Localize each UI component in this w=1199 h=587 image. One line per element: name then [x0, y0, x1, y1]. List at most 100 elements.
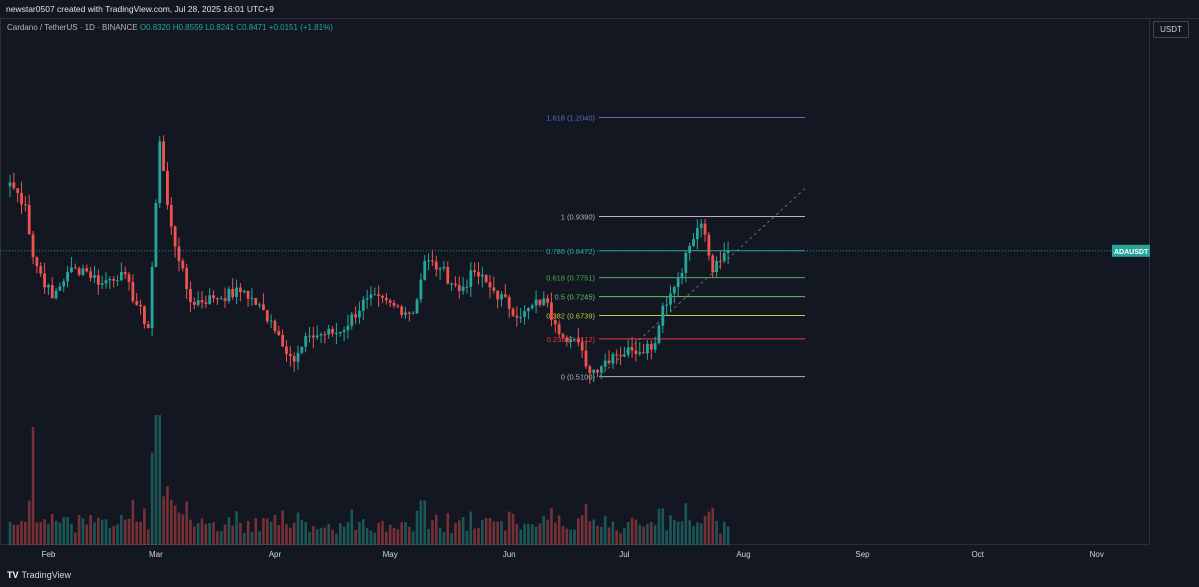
candle-body [507, 296, 511, 309]
candle-body [335, 333, 338, 335]
volume-bar [626, 522, 630, 545]
candle-body [58, 286, 62, 291]
candle-body [695, 227, 699, 240]
volume-bar [185, 501, 188, 545]
volume-bar [507, 511, 511, 545]
candle-body [688, 245, 692, 253]
volume-bar [35, 522, 39, 545]
volume-bar [173, 505, 177, 545]
candle-body [561, 334, 565, 338]
candle-body [519, 316, 523, 318]
volume-bar [335, 533, 338, 545]
candle-body [538, 299, 542, 305]
candle-body [404, 312, 407, 315]
volume-bar [112, 525, 115, 545]
candle-body [661, 305, 665, 326]
volume-bar [385, 531, 388, 545]
volume-bar [680, 521, 684, 545]
candle-body [369, 294, 373, 299]
volume-bar [492, 521, 496, 545]
candle-body [108, 279, 112, 281]
candle-body [623, 354, 626, 357]
volume-bar [454, 523, 457, 545]
price-axis[interactable] [1150, 18, 1199, 545]
volume-bar [246, 520, 250, 545]
tradingview-watermark[interactable]: TV TradingView [7, 570, 71, 580]
volume-bar [223, 524, 227, 545]
volume-bar [216, 531, 219, 545]
volume-bar [327, 523, 331, 545]
volume-bar [262, 518, 265, 545]
volume-bar [189, 519, 192, 545]
volume-bar [661, 508, 665, 545]
volume-bar [89, 515, 92, 545]
symbol-legend[interactable]: Cardano / TetherUS · 1D · BINANCE O0.832… [7, 23, 333, 32]
volume-bar [419, 500, 423, 545]
volume-bar [461, 517, 465, 545]
candle-body [450, 283, 453, 285]
candle-body [273, 320, 277, 332]
chart-pane[interactable] [0, 18, 1150, 545]
candle-body [438, 268, 442, 270]
volume-bar [684, 503, 688, 545]
volume-bar [619, 533, 622, 545]
candle-body [100, 283, 104, 285]
candle-body [158, 141, 162, 203]
volume-bar [258, 531, 261, 545]
volume-bar [703, 515, 707, 545]
volume-bar [565, 528, 569, 545]
volume-bar [162, 496, 165, 545]
candle-body [638, 352, 642, 355]
candle-body [473, 270, 477, 273]
volume-bar [530, 524, 534, 545]
symbol-tag-label: ADAUSDT [1114, 249, 1149, 256]
volume-bar [515, 524, 519, 545]
volume-bar [519, 529, 523, 545]
candle-body [373, 294, 377, 296]
candle-body [361, 299, 365, 311]
volume-bar [392, 527, 396, 545]
candle-body [480, 274, 484, 277]
volume-bar [193, 526, 196, 545]
volume-bar [603, 515, 607, 545]
volume-bar [557, 515, 561, 545]
symbol-title[interactable]: Cardano / TetherUS · 1D · BINANCE [7, 23, 138, 32]
candle-body [181, 260, 185, 269]
volume-bar [97, 517, 100, 545]
candle-body [54, 290, 58, 299]
volume-bar [692, 526, 695, 545]
volume-bar [434, 514, 438, 545]
volume-bar [77, 514, 81, 545]
candle-body [646, 343, 649, 354]
volume-bar [150, 452, 154, 545]
volume-bar [16, 524, 19, 545]
candle-body [192, 301, 196, 305]
candle-body [726, 250, 730, 254]
candle-body [292, 356, 296, 362]
volume-bar [342, 526, 346, 545]
candle-body [434, 261, 438, 270]
candle-body [162, 141, 165, 171]
tradingview-logo-icon: TV [7, 570, 19, 580]
volume-bar [70, 523, 73, 545]
candle-body [442, 266, 446, 269]
time-tick-label: Oct [971, 550, 984, 559]
volume-bar [212, 522, 215, 545]
volume-bar [615, 530, 619, 545]
candle-body [423, 260, 427, 280]
candle-body [419, 279, 423, 300]
volume-bar [561, 526, 565, 545]
volume-bar [54, 521, 58, 545]
volume-bar [200, 518, 204, 545]
candle-body [515, 315, 519, 318]
candle-body [150, 266, 154, 329]
candle-body [346, 325, 350, 331]
volume-bar [630, 517, 634, 545]
volume-bar [427, 529, 430, 545]
volume-bar [573, 529, 576, 545]
volume-bar [181, 514, 185, 545]
currency-button[interactable]: USDT [1153, 21, 1189, 38]
candle-body [127, 274, 131, 282]
candle-body [557, 324, 561, 335]
